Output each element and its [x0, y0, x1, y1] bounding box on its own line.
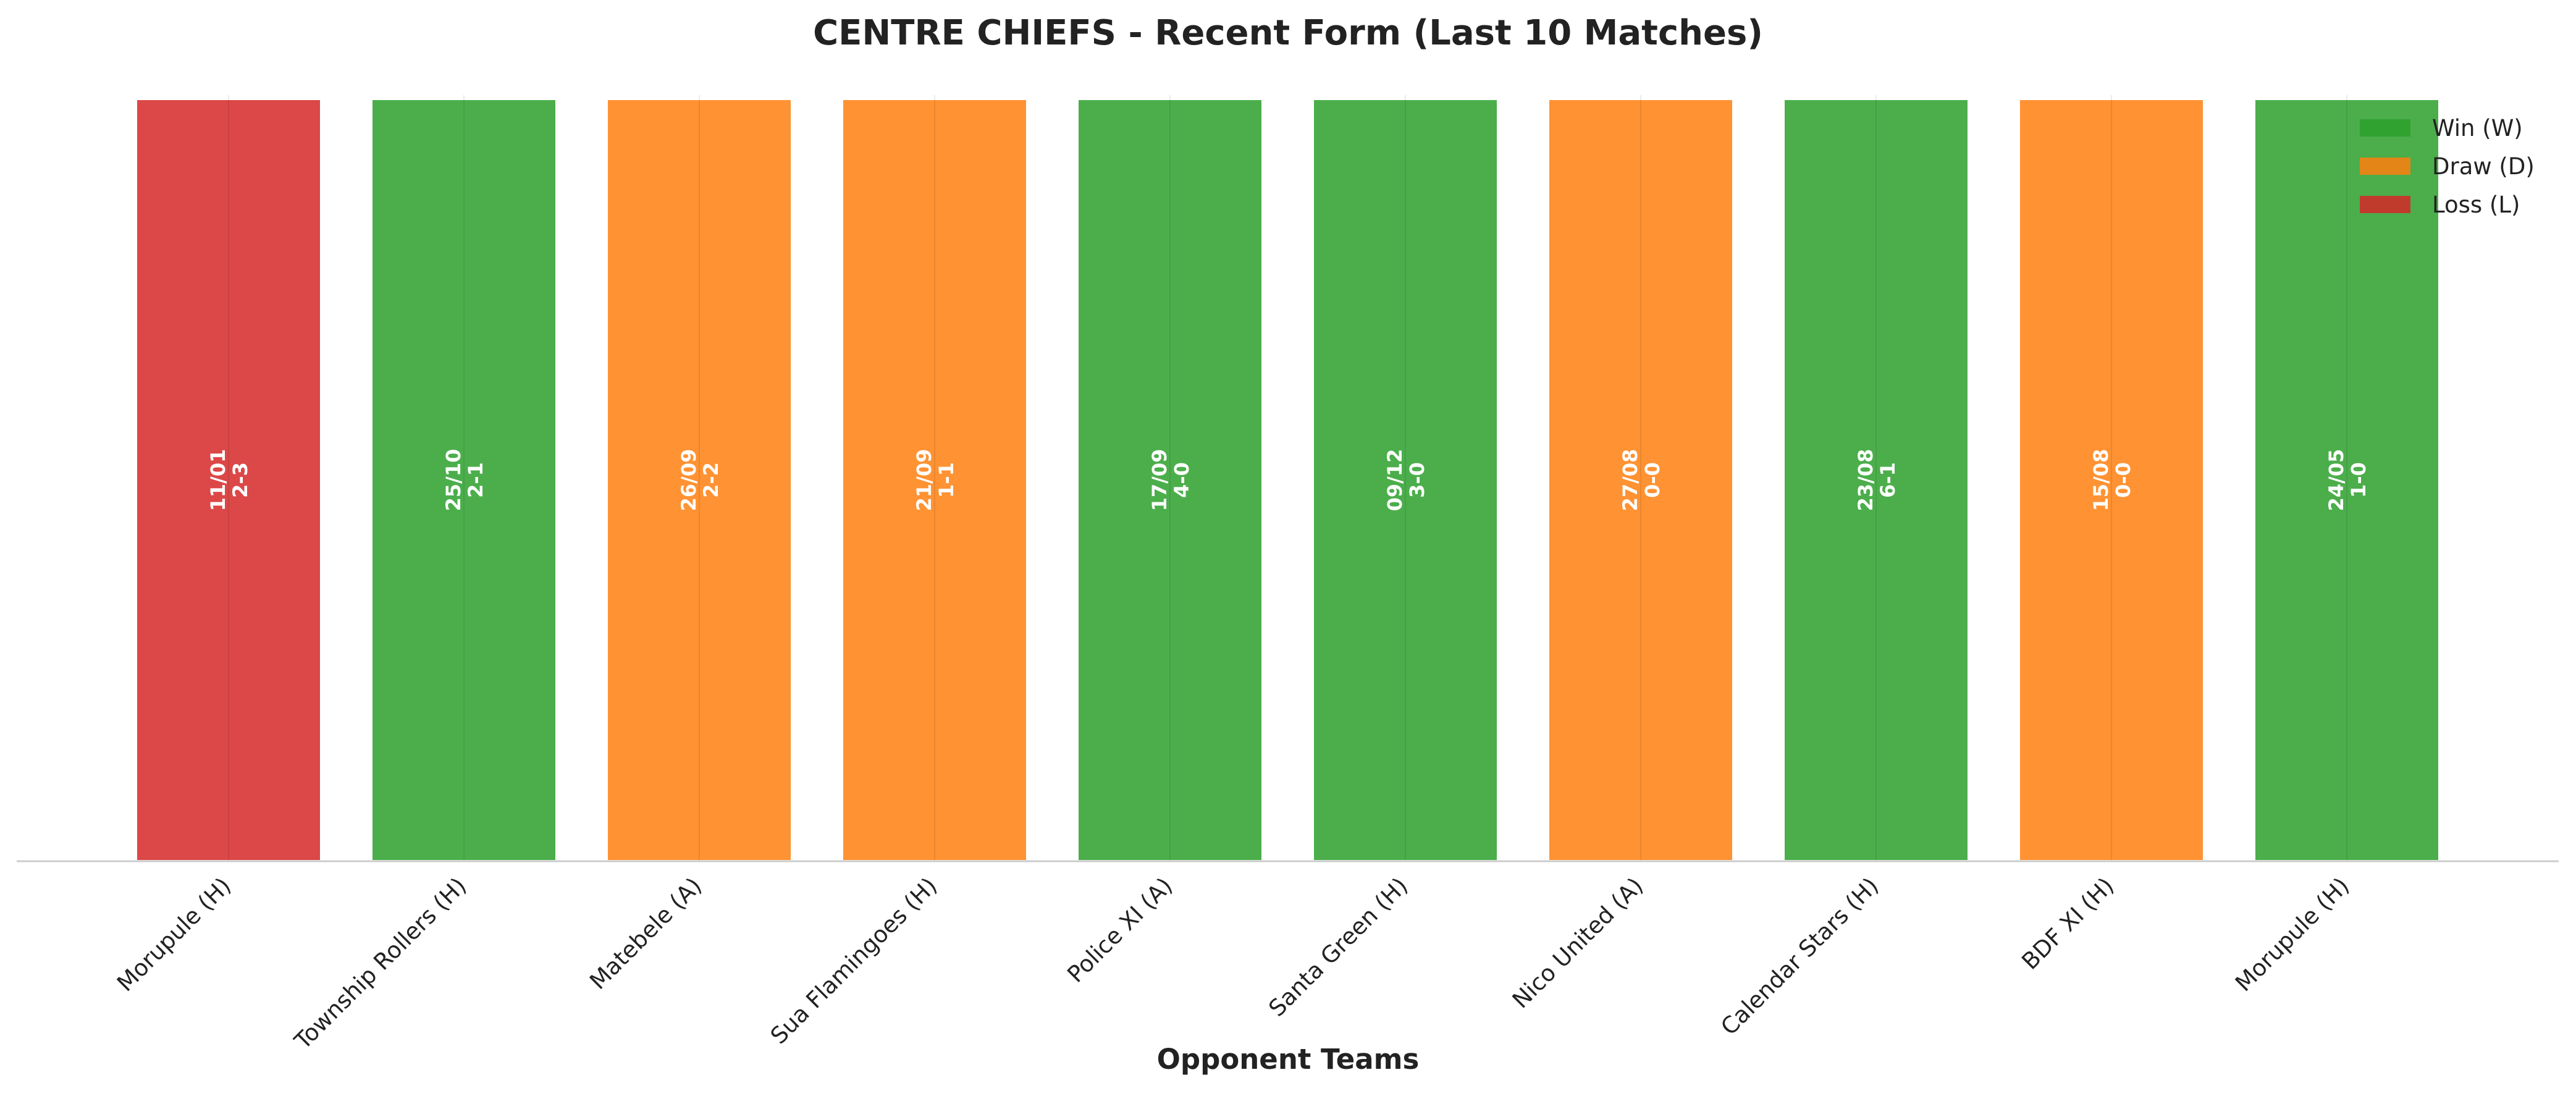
legend-label: Win (W) — [2432, 115, 2523, 141]
chart-title: CENTRE CHIEFS - Recent Form (Last 10 Mat… — [813, 13, 1763, 53]
bar-score: 4-0 — [1170, 462, 1193, 498]
bar-score: 1-1 — [935, 462, 958, 498]
bar-date: 11/01 — [206, 449, 230, 512]
legend-swatch — [2360, 119, 2410, 137]
bar-date: 24/05 — [2325, 449, 2348, 512]
bar-label: 26/092-2 — [677, 449, 723, 512]
bar-score: 2-1 — [464, 462, 487, 498]
bar-score: 0-0 — [1641, 462, 1664, 498]
x-tick-label: Santa Green (H) — [1263, 872, 1413, 1022]
bar-label: 25/102-1 — [442, 449, 487, 512]
bar-date: 21/09 — [912, 449, 936, 512]
x-tick-label: Sua Flamingoes (H) — [765, 872, 942, 1049]
x-tick-label: Matebele (A) — [584, 872, 707, 995]
bar-date: 15/08 — [2089, 449, 2113, 512]
x-tick-label: Nico United (A) — [1507, 872, 1649, 1014]
bar-date: 26/09 — [677, 449, 701, 512]
bar-label: 17/094-0 — [1148, 449, 1193, 512]
legend-label: Draw (D) — [2432, 153, 2535, 180]
bar-label: 09/123-0 — [1383, 449, 1429, 512]
bar — [1547, 98, 1735, 862]
bar-score: 2-2 — [699, 462, 723, 498]
bar-score: 3-0 — [1405, 462, 1429, 498]
bar-label: 11/012-3 — [206, 449, 252, 512]
bar-date: 25/10 — [442, 449, 465, 512]
bar-score: 2-3 — [229, 462, 252, 498]
bar-label: 21/091-1 — [912, 449, 958, 512]
bar — [370, 98, 558, 862]
bar — [2253, 98, 2441, 862]
legend-swatch — [2360, 196, 2410, 213]
bar-score: 6-1 — [1876, 462, 1900, 498]
legend-label: Loss (L) — [2432, 192, 2520, 218]
x-tick-label: Morupule (H) — [112, 872, 236, 997]
x-axis-label: Opponent Teams — [1157, 1043, 1420, 1076]
bar-label: 23/086-1 — [1854, 449, 1900, 512]
bar-date: 17/09 — [1148, 449, 1171, 512]
x-tick-label: Township Rollers (H) — [289, 872, 471, 1055]
bar-score: 1-0 — [2347, 462, 2370, 498]
bar-date: 23/08 — [1854, 449, 1877, 512]
bar — [1311, 98, 1499, 862]
bar-score: 0-0 — [2111, 462, 2135, 498]
x-tick-label: Morupule (H) — [2230, 872, 2354, 997]
bar — [841, 98, 1029, 862]
x-tick-label: Calendar Stars (H) — [1715, 872, 1884, 1040]
bar-label: 15/080-0 — [2089, 449, 2135, 512]
bar — [1076, 98, 1264, 862]
bar-label: 27/080-0 — [1618, 449, 1664, 512]
x-tick-label: Police XI (A) — [1063, 872, 1178, 988]
bar-label: 24/051-0 — [2325, 449, 2370, 512]
bar — [605, 98, 793, 862]
x-tick-label: BDF XI (H) — [2016, 872, 2119, 975]
bar-date: 27/08 — [1618, 449, 1642, 512]
bar — [135, 98, 322, 862]
legend-swatch — [2360, 158, 2410, 175]
bar-date: 09/12 — [1383, 449, 1407, 512]
